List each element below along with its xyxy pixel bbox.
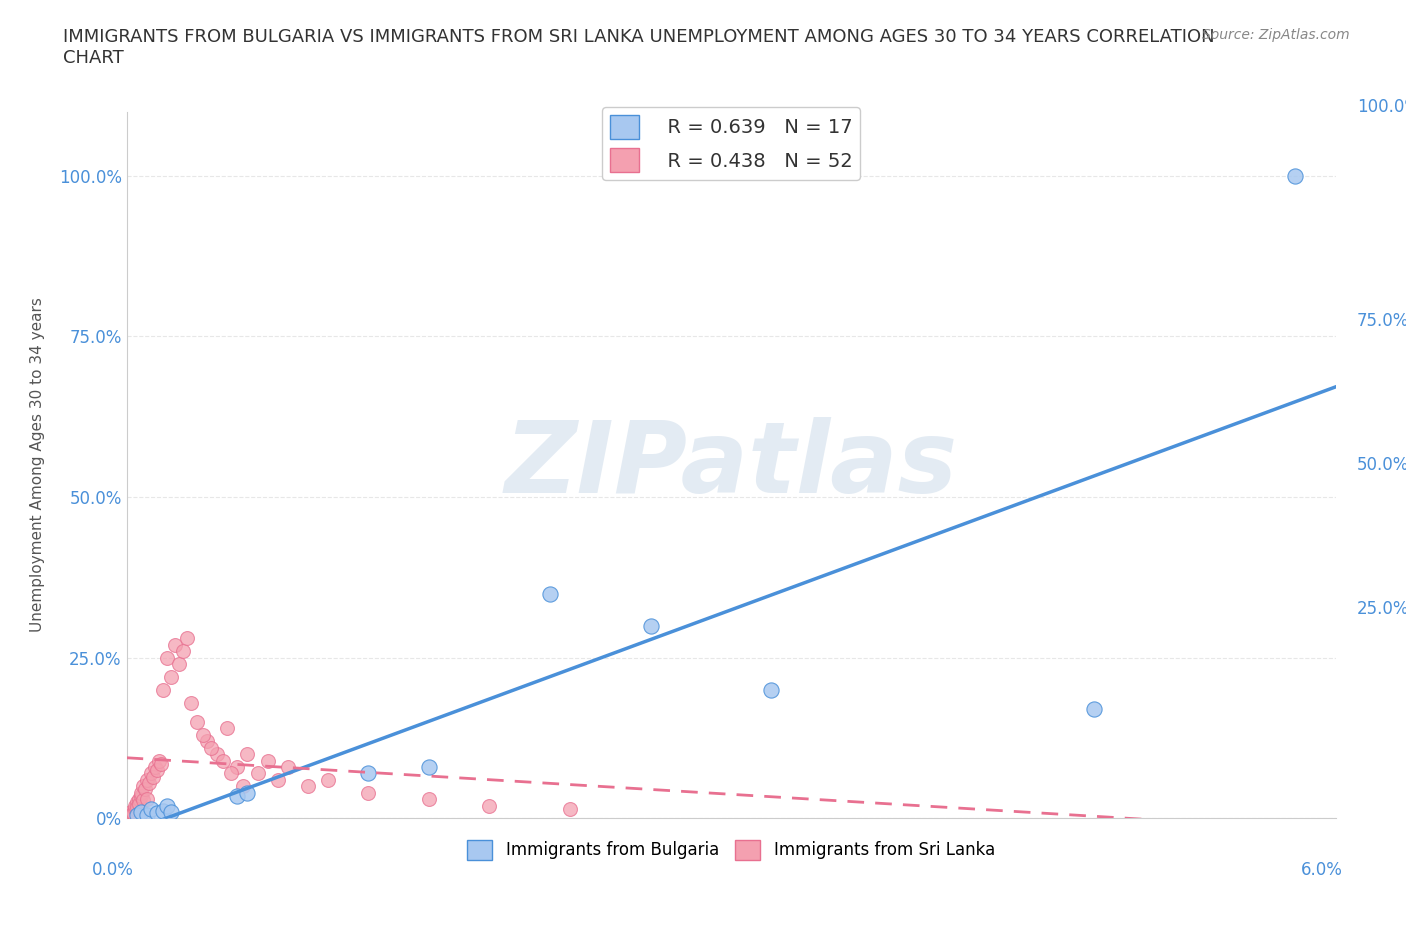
Legend: Immigrants from Bulgaria, Immigrants from Sri Lanka: Immigrants from Bulgaria, Immigrants fro… bbox=[461, 833, 1001, 867]
Text: 25.0%: 25.0% bbox=[1357, 600, 1406, 618]
Point bbox=[152, 683, 174, 698]
Point bbox=[558, 802, 581, 817]
Text: Source: ZipAtlas.com: Source: ZipAtlas.com bbox=[1202, 28, 1350, 42]
Point bbox=[139, 802, 162, 817]
Point bbox=[138, 776, 160, 790]
Point bbox=[246, 766, 269, 781]
Point bbox=[125, 795, 148, 810]
Point bbox=[316, 773, 339, 788]
Point bbox=[148, 753, 170, 768]
Point bbox=[212, 753, 235, 768]
Point bbox=[1284, 168, 1306, 183]
Text: IMMIGRANTS FROM BULGARIA VS IMMIGRANTS FROM SRI LANKA UNEMPLOYMENT AMONG AGES 30: IMMIGRANTS FROM BULGARIA VS IMMIGRANTS F… bbox=[63, 28, 1215, 67]
Point bbox=[142, 769, 165, 784]
Point bbox=[152, 804, 174, 818]
Point bbox=[418, 760, 440, 775]
Point bbox=[163, 637, 186, 652]
Point bbox=[217, 721, 239, 736]
Point bbox=[761, 683, 783, 698]
Point bbox=[267, 773, 290, 788]
Point bbox=[128, 797, 150, 812]
Point bbox=[167, 657, 190, 671]
Point bbox=[134, 782, 156, 797]
Point bbox=[129, 804, 152, 819]
Text: 50.0%: 50.0% bbox=[1357, 456, 1406, 474]
Point bbox=[120, 804, 142, 819]
Point bbox=[125, 800, 148, 815]
Point bbox=[236, 747, 259, 762]
Point bbox=[357, 766, 380, 781]
Point bbox=[156, 798, 179, 813]
Point bbox=[221, 766, 243, 781]
Point bbox=[131, 778, 153, 793]
Point bbox=[226, 789, 249, 804]
Point bbox=[129, 785, 152, 800]
Point bbox=[160, 670, 183, 684]
Point bbox=[117, 808, 139, 823]
Text: 0.0%: 0.0% bbox=[91, 860, 134, 879]
Point bbox=[124, 798, 146, 813]
Point bbox=[297, 778, 319, 793]
Point bbox=[232, 778, 254, 793]
Point bbox=[640, 618, 662, 633]
Point bbox=[357, 785, 380, 800]
Point bbox=[418, 791, 440, 806]
Text: 100.0%: 100.0% bbox=[1357, 98, 1406, 116]
Point bbox=[226, 760, 249, 775]
Point bbox=[135, 773, 157, 788]
Point bbox=[191, 727, 214, 742]
Text: 6.0%: 6.0% bbox=[1301, 860, 1343, 879]
Point bbox=[205, 747, 228, 762]
Point bbox=[277, 760, 299, 775]
Point bbox=[538, 586, 561, 601]
Text: 75.0%: 75.0% bbox=[1357, 312, 1406, 330]
Point bbox=[1083, 702, 1105, 717]
Point bbox=[200, 740, 222, 755]
Point bbox=[143, 760, 166, 775]
Point bbox=[128, 791, 150, 806]
Point bbox=[156, 650, 179, 665]
Point bbox=[172, 644, 194, 658]
Point bbox=[186, 714, 208, 729]
Point bbox=[139, 766, 162, 781]
Point bbox=[135, 791, 157, 806]
Point bbox=[131, 793, 153, 808]
Point bbox=[121, 805, 143, 820]
Point bbox=[256, 753, 278, 768]
Point bbox=[236, 785, 259, 800]
Point bbox=[160, 804, 183, 819]
Point bbox=[124, 802, 146, 817]
Point bbox=[176, 631, 198, 646]
Point bbox=[478, 798, 501, 813]
Point bbox=[129, 789, 152, 804]
Point bbox=[135, 808, 157, 823]
Point bbox=[146, 805, 169, 820]
Text: ZIPatlas: ZIPatlas bbox=[505, 417, 957, 513]
Point bbox=[125, 808, 148, 823]
Y-axis label: Unemployment Among Ages 30 to 34 years: Unemployment Among Ages 30 to 34 years bbox=[30, 298, 45, 632]
Point bbox=[195, 734, 218, 749]
Point bbox=[180, 696, 202, 711]
Point bbox=[149, 756, 172, 771]
Point bbox=[146, 763, 169, 777]
